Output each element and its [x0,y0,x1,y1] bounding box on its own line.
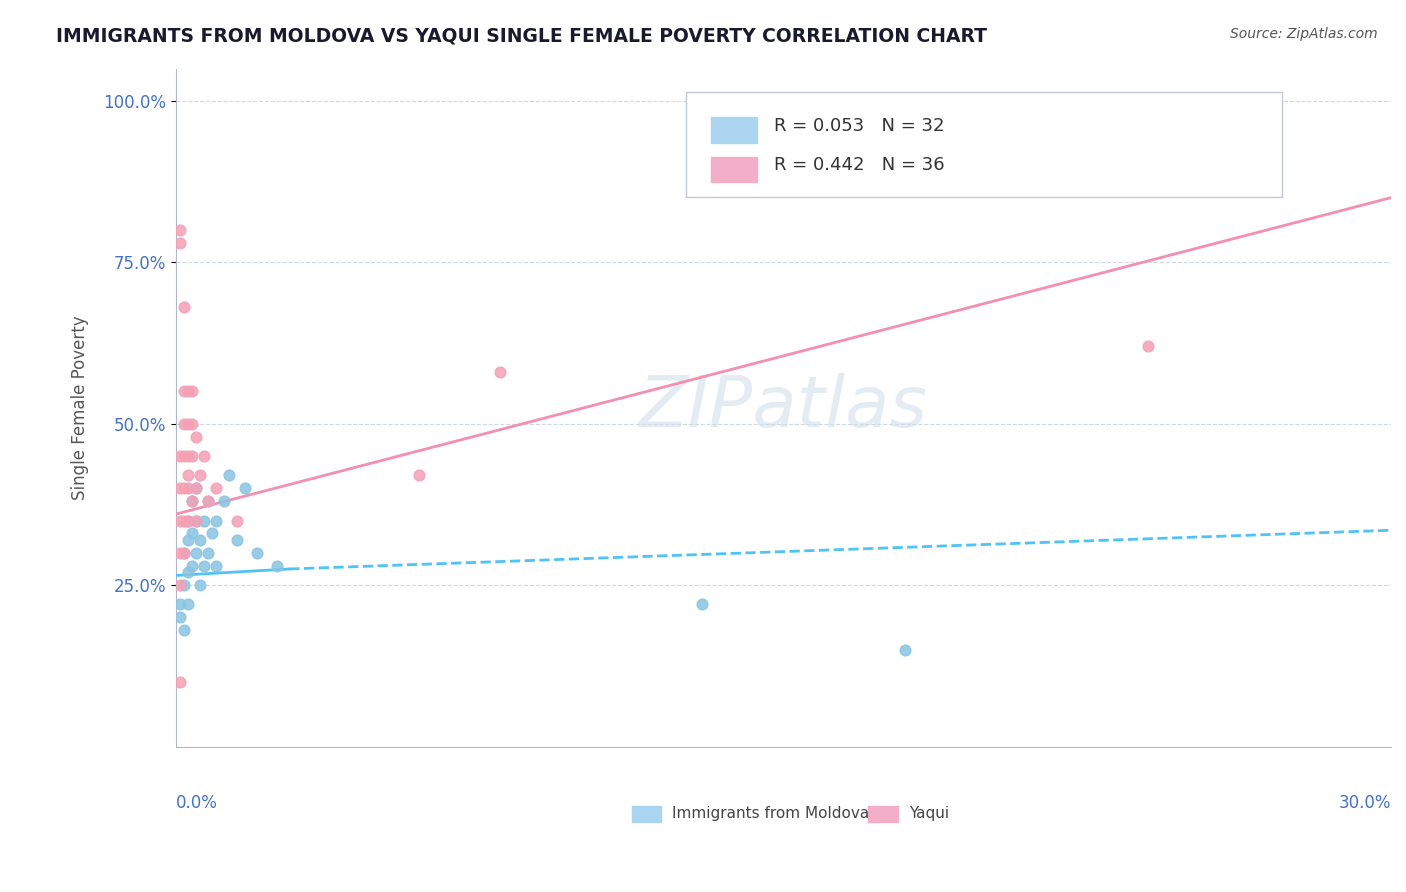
Point [173,384,195,399]
Point [169,578,191,592]
Point [177,468,200,483]
Point [184,546,207,560]
Point [181,558,204,573]
Point [184,481,207,495]
Point [197,494,219,508]
Point [193,449,215,463]
Point [177,417,200,431]
Text: Yaqui: Yaqui [908,806,949,822]
Point [188,578,211,592]
Point [177,384,200,399]
Point [218,468,240,483]
Point [205,481,228,495]
Point [181,494,204,508]
Point [173,481,195,495]
Point [184,429,207,443]
Point [169,449,191,463]
Point [173,449,195,463]
Point [266,558,288,573]
Point [188,533,211,547]
Point [173,624,195,638]
Text: 30.0%: 30.0% [1339,794,1391,812]
Text: Source: ZipAtlas.com: Source: ZipAtlas.com [1230,27,1378,41]
Point [181,526,204,541]
Point [233,481,256,495]
Text: Immigrants from Moldova: Immigrants from Moldova [672,806,869,822]
Point [225,533,247,547]
Y-axis label: Single Female Poverty: Single Female Poverty [72,315,89,500]
Point [173,417,195,431]
Point [692,598,714,612]
Point [197,494,219,508]
Text: R = 0.442   N = 36: R = 0.442 N = 36 [773,156,945,175]
Point [177,514,200,528]
Point [169,514,191,528]
Point [201,526,224,541]
Point [246,546,269,560]
Point [1136,339,1159,353]
Point [177,481,200,495]
Point [205,558,228,573]
Point [169,675,191,690]
Point [188,468,211,483]
Point [177,565,200,579]
Point [489,365,512,379]
Point [169,598,191,612]
FancyBboxPatch shape [710,157,756,183]
Point [169,481,191,495]
Point [169,610,191,624]
Point [197,546,219,560]
Point [193,514,215,528]
Text: 0.0%: 0.0% [176,794,218,812]
Point [177,514,200,528]
FancyBboxPatch shape [869,806,897,822]
FancyBboxPatch shape [631,806,661,822]
Text: IMMIGRANTS FROM MOLDOVA VS YAQUI SINGLE FEMALE POVERTY CORRELATION CHART: IMMIGRANTS FROM MOLDOVA VS YAQUI SINGLE … [56,27,987,45]
Point [173,514,195,528]
Point [184,514,207,528]
Point [173,301,195,315]
Point [193,558,215,573]
Point [181,384,204,399]
Point [181,417,204,431]
Point [173,546,195,560]
FancyBboxPatch shape [710,118,756,143]
Point [169,223,191,237]
Text: ZIPatlas: ZIPatlas [638,373,928,442]
Point [184,514,207,528]
Point [177,598,200,612]
Point [184,481,207,495]
Point [173,546,195,560]
Point [169,546,191,560]
Text: R = 0.053   N = 32: R = 0.053 N = 32 [773,117,945,136]
Point [177,449,200,463]
Point [894,642,917,657]
Point [181,494,204,508]
Point [173,578,195,592]
Point [214,494,236,508]
FancyBboxPatch shape [686,92,1282,197]
Point [408,468,430,483]
Point [205,514,228,528]
Point [177,533,200,547]
Point [181,449,204,463]
Point [169,235,191,250]
Point [225,514,247,528]
